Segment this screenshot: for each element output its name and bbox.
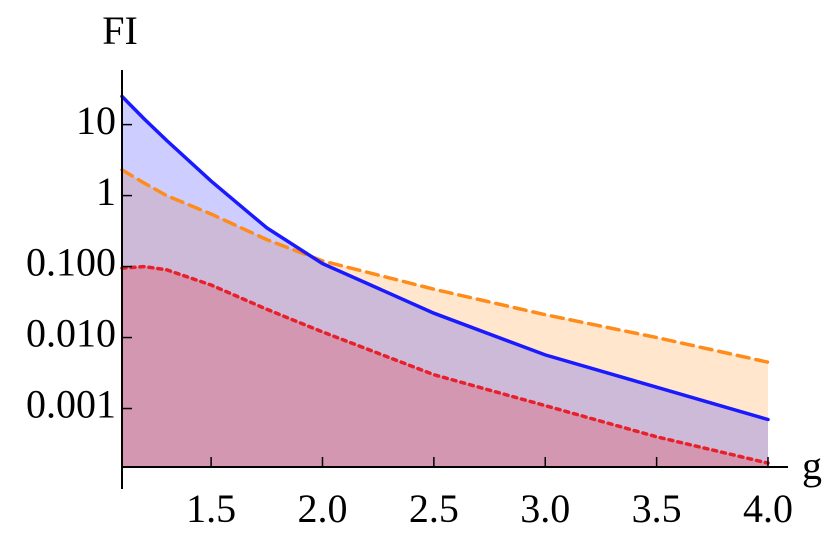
y-tick-label: 0.001: [26, 382, 116, 427]
x-tick-label: 3.5: [632, 486, 682, 531]
y-axis-label: FI: [102, 8, 138, 53]
y-tick-label: 0.010: [26, 311, 116, 356]
series-line: [120, 94, 770, 422]
y-tick-label: 10: [76, 98, 116, 143]
series-line: [120, 168, 770, 364]
x-tick-label: 2.5: [409, 486, 459, 531]
x-axis-label: g: [802, 443, 822, 488]
x-tick-label: 3.0: [520, 486, 570, 531]
x-tick-label: 4.0: [743, 486, 793, 531]
x-tick-label: 2.0: [297, 486, 347, 531]
x-tick-label: 1.5: [186, 486, 236, 531]
y-tick-label: 0.100: [26, 240, 116, 285]
y-tick-label: 1: [96, 169, 116, 214]
series-line: [120, 264, 770, 465]
